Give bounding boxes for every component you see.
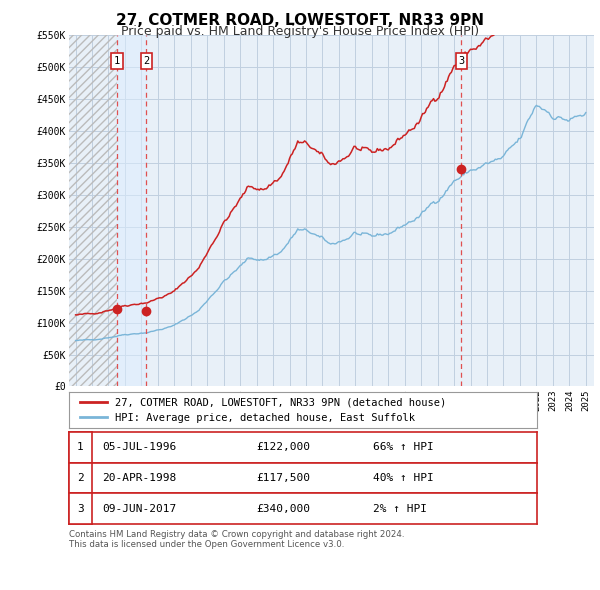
Text: 2: 2: [143, 56, 149, 66]
Bar: [69, 35, 117, 386]
Text: 66% ↑ HPI: 66% ↑ HPI: [373, 442, 434, 452]
Text: 09-JUN-2017: 09-JUN-2017: [102, 504, 176, 513]
Text: Contains HM Land Registry data © Crown copyright and database right 2024.
This d: Contains HM Land Registry data © Crown c…: [69, 530, 404, 549]
Text: 27, COTMER ROAD, LOWESTOFT, NR33 9PN: 27, COTMER ROAD, LOWESTOFT, NR33 9PN: [116, 13, 484, 28]
Text: 3: 3: [77, 504, 84, 513]
Text: £117,500: £117,500: [256, 473, 310, 483]
Text: 2: 2: [77, 473, 84, 483]
Text: 1: 1: [114, 56, 120, 66]
Text: 1: 1: [77, 442, 84, 452]
Text: 20-APR-1998: 20-APR-1998: [102, 473, 176, 483]
Text: 05-JUL-1996: 05-JUL-1996: [102, 442, 176, 452]
Text: £340,000: £340,000: [256, 504, 310, 513]
Text: Price paid vs. HM Land Registry's House Price Index (HPI): Price paid vs. HM Land Registry's House …: [121, 25, 479, 38]
Bar: [117, 35, 146, 386]
Legend: 27, COTMER ROAD, LOWESTOFT, NR33 9PN (detached house), HPI: Average price, detac: 27, COTMER ROAD, LOWESTOFT, NR33 9PN (de…: [74, 391, 452, 429]
Text: 2% ↑ HPI: 2% ↑ HPI: [373, 504, 427, 513]
Text: £122,000: £122,000: [256, 442, 310, 452]
Text: 3: 3: [458, 56, 464, 66]
Text: 40% ↑ HPI: 40% ↑ HPI: [373, 473, 434, 483]
